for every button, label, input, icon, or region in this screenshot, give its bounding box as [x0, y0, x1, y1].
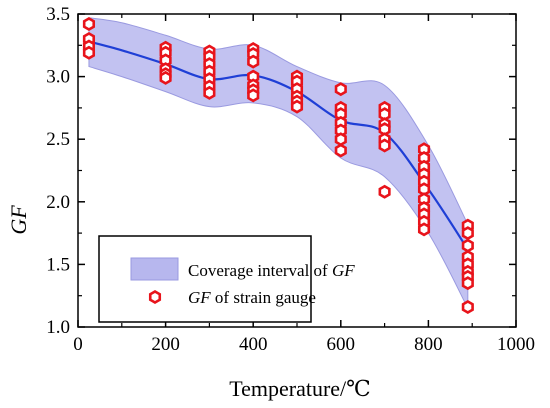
- data-point-marker: [378, 184, 391, 199]
- x-tick-label: 400: [239, 334, 268, 355]
- data-point-marker: [461, 238, 474, 253]
- data-point-marker: [82, 17, 96, 32]
- data-point-marker: [82, 45, 96, 60]
- marker-layer: [82, 17, 474, 314]
- data-point-marker: [461, 299, 474, 314]
- data-point-marker: [378, 138, 391, 153]
- data-point-marker: [461, 226, 474, 241]
- legend-band-label-italic: GF: [332, 261, 355, 280]
- data-point-marker: [203, 85, 216, 100]
- x-tick-label: 600: [327, 334, 356, 355]
- y-tick-label: 3.5: [46, 4, 70, 25]
- y-tick-label: 3.0: [46, 67, 70, 88]
- fit-curve-layer: [88, 40, 469, 250]
- legend-band-label-pre: Coverage interval of: [188, 261, 332, 280]
- x-tick-label: 800: [414, 334, 443, 355]
- data-point-marker: [334, 82, 347, 97]
- x-tick-label: 200: [151, 334, 180, 355]
- data-point-marker: [334, 143, 347, 158]
- legend-marker-label-italic: GF: [188, 288, 211, 307]
- x-axis-title: Temperature/℃: [229, 376, 371, 401]
- legend-band-swatch: [130, 257, 179, 281]
- y-tick-label: 2.5: [46, 129, 70, 150]
- x-tick-label: 0: [73, 334, 83, 355]
- data-point-marker: [417, 222, 431, 237]
- axes-layer: 0 200 400 600 800 1000 1.0 1.5 2.0 2.5 3.0 3.5: [46, 4, 535, 355]
- legend-marker-label: GF of strain gauge: [188, 288, 316, 307]
- y-tick-label: 2.0: [46, 192, 70, 213]
- legend: Coverage interval of GF GF of strain gau…: [98, 235, 355, 323]
- legend-marker-label-post: of strain gauge: [211, 288, 316, 307]
- data-point-marker: [247, 88, 260, 103]
- data-point-marker: [461, 276, 474, 291]
- data-point-marker: [247, 54, 260, 69]
- y-axis-title: GF: [6, 205, 31, 235]
- fit-curve: [88, 40, 469, 250]
- data-point-marker: [159, 70, 172, 85]
- y-tick-label: 1.0: [46, 317, 70, 338]
- legend-marker-hexagon: [148, 289, 162, 305]
- data-point-marker: [334, 132, 347, 147]
- x-tick-label: 1000: [497, 334, 535, 355]
- legend-band-label: Coverage interval of GF: [188, 261, 355, 280]
- y-tick-label: 1.5: [46, 254, 70, 275]
- data-point-marker: [290, 99, 304, 114]
